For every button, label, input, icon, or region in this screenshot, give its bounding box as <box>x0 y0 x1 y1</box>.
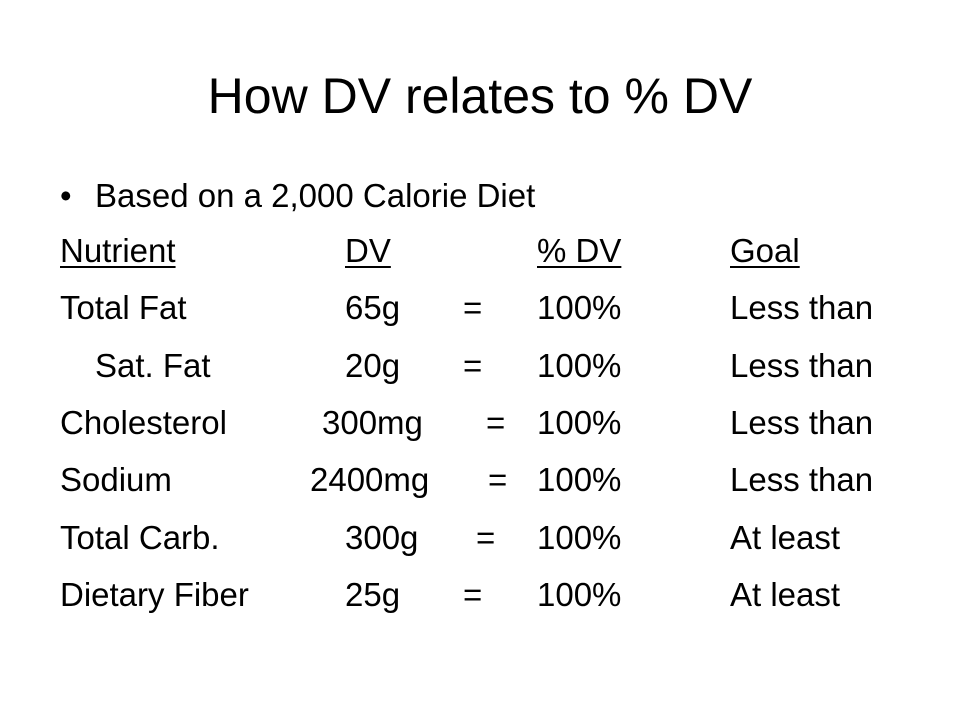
goal: At least <box>730 518 841 556</box>
daily-value: 300g <box>345 518 419 556</box>
nutrient-name: Total Carb. <box>60 518 220 556</box>
bullet-text: Based on a 2,000 Calorie Diet <box>95 177 536 214</box>
percent-dv: 100% <box>537 289 622 327</box>
nutrient-name: Sodium <box>60 461 172 499</box>
equals-sign: = <box>486 403 506 441</box>
equals-sign: = <box>488 461 508 499</box>
percent-dv: 100% <box>537 461 622 499</box>
nutrient-name: Total Fat <box>60 289 187 327</box>
daily-value: 2400mg <box>310 461 430 499</box>
header-dv: DV <box>345 232 391 269</box>
nutrient-name: Sat. Fat <box>95 346 211 384</box>
percent-dv: 100% <box>537 575 622 613</box>
nutrient-name: Dietary Fiber <box>60 575 249 613</box>
header-nutrient: Nutrient <box>60 232 176 269</box>
percent-dv: 100% <box>537 403 622 441</box>
goal: Less than <box>730 461 874 499</box>
bullet-marker: • <box>60 177 72 214</box>
daily-value: 20g <box>345 346 401 384</box>
percent-dv: 100% <box>537 518 622 556</box>
goal: Less than <box>730 346 874 384</box>
goal: Less than <box>730 403 874 441</box>
equals-sign: = <box>463 575 483 613</box>
equals-sign: = <box>476 518 496 556</box>
goal: At least <box>730 575 841 613</box>
slide-title: How DV relates to % DV <box>207 68 753 124</box>
equals-sign: = <box>463 346 483 384</box>
daily-value: 25g <box>345 575 401 613</box>
daily-value: 65g <box>345 289 401 327</box>
header-percent: % DV <box>537 232 622 269</box>
nutrient-name: Cholesterol <box>60 403 227 441</box>
equals-sign: = <box>463 289 483 327</box>
header-goal: Goal <box>730 232 800 269</box>
percent-dv: 100% <box>537 346 622 384</box>
goal: Less than <box>730 289 874 327</box>
daily-value: 300mg <box>322 403 423 441</box>
